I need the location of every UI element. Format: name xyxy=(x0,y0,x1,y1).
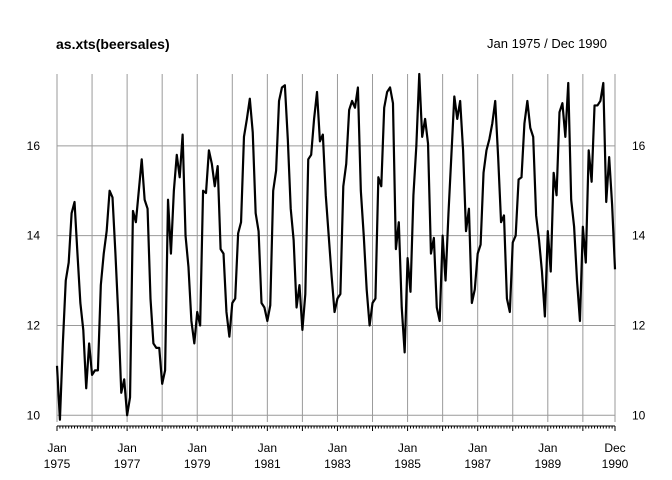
x-tick-label-month: Jan xyxy=(468,441,487,455)
x-tick-label-month: Dec xyxy=(604,441,625,455)
tick-labels: 10 10 12 12 14 14 16 16 Jan 1975 Jan 1977 Jan 1979 Jan… xyxy=(27,139,646,471)
x-tick-label-year: 1977 xyxy=(114,457,141,471)
y-tick-label-right: 14 xyxy=(632,229,646,243)
x-tick-label-month: Jan xyxy=(117,441,136,455)
y-tick-label-left: 14 xyxy=(27,229,41,243)
y-tick-label-left: 16 xyxy=(27,139,41,153)
x-tick-label-month: Jan xyxy=(538,441,557,455)
x-tick-label-year: 1990 xyxy=(602,457,629,471)
x-tick-label-year: 1985 xyxy=(394,457,421,471)
x-tick-label-year: 1983 xyxy=(324,457,351,471)
axes xyxy=(56,425,616,431)
x-tick-label-year: 1975 xyxy=(44,457,71,471)
x-tick-label-month: Jan xyxy=(188,441,207,455)
y-tick-label-right: 16 xyxy=(632,139,646,153)
x-tick-label-month: Jan xyxy=(398,441,417,455)
x-tick-label-month: Jan xyxy=(328,441,347,455)
x-tick-label-month: Jan xyxy=(258,441,277,455)
y-tick-label-left: 12 xyxy=(27,318,41,332)
x-tick-label-month: Jan xyxy=(47,441,66,455)
x-tick-label-year: 1989 xyxy=(534,457,561,471)
x-tick-label-year: 1979 xyxy=(184,457,211,471)
y-tick-label-right: 12 xyxy=(632,318,646,332)
chart-date-range: Jan 1975 / Dec 1990 xyxy=(487,36,607,51)
series-line-beersales xyxy=(55,72,617,421)
grid xyxy=(56,74,616,422)
x-tick-label-year: 1987 xyxy=(464,457,491,471)
y-tick-label-left: 10 xyxy=(27,408,41,422)
chart-title: as.xts(beersales) xyxy=(56,36,170,52)
x-tick-label-year: 1981 xyxy=(254,457,281,471)
y-tick-label-right: 10 xyxy=(632,408,646,422)
series-layer xyxy=(55,72,617,421)
